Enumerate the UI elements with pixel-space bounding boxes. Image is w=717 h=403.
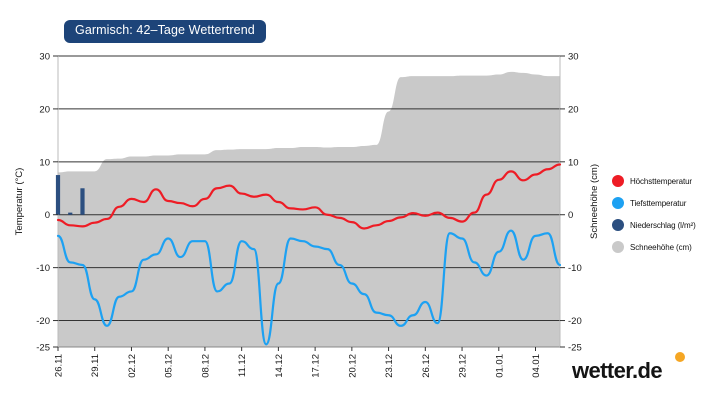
x-axis-tick-label: 26.11 xyxy=(54,354,65,377)
y-axis-tick-label: 30 xyxy=(39,52,50,63)
legend-item-label: Niederschlag (l/m²) xyxy=(630,220,696,230)
legend-item-schneehoehe[interactable]: Schneehöhe (cm) xyxy=(612,236,696,258)
legend-item-niederschlag[interactable]: Niederschlag (l/m²) xyxy=(612,214,696,236)
y2-axis-tick-label: 30 xyxy=(568,52,579,63)
y2-axis-tick-label: -10 xyxy=(568,263,582,274)
logo-accent-dot xyxy=(675,352,685,362)
x-axis-tick-label: 02.12 xyxy=(127,354,138,378)
circle-icon xyxy=(612,175,624,187)
legend-item-label: Tiefsttemperatur xyxy=(630,198,687,208)
x-axis-tick-label: 23.12 xyxy=(384,354,395,378)
x-axis-tick-label: 29.12 xyxy=(458,354,469,378)
y-axis-tick-label: 20 xyxy=(39,104,50,115)
y-axis-title: Temperatur (°C) xyxy=(14,168,25,236)
circle-icon xyxy=(612,241,624,253)
x-axis-tick-label: 08.12 xyxy=(200,354,211,378)
y2-axis-tick-label: 20 xyxy=(568,104,579,115)
x-axis-tick-label: 20.12 xyxy=(347,354,358,378)
circle-icon xyxy=(612,219,624,231)
logo-text: wetter.de xyxy=(572,358,663,383)
y2-axis-tick-label: 10 xyxy=(568,157,579,168)
x-axis-tick-label: 14.12 xyxy=(274,354,285,378)
x-axis-tick-label: 26.12 xyxy=(421,354,432,378)
wetterde-logo[interactable]: wetter.de xyxy=(572,352,685,383)
x-axis-tick-label: 11.12 xyxy=(237,354,248,377)
y-axis-tick-label: -25 xyxy=(36,343,50,354)
x-axis-tick-label: 04.01 xyxy=(531,354,542,378)
legend-item-tiefsttemperatur[interactable]: Tiefsttemperatur xyxy=(612,192,696,214)
x-axis-tick-label: 05.12 xyxy=(164,354,175,378)
y2-axis-tick-label: 0 xyxy=(568,210,573,221)
y-axis-tick-label: -10 xyxy=(36,263,50,274)
y-axis-tick-label: 0 xyxy=(45,210,50,221)
legend-item-hoechsttemperatur[interactable]: Höchsttemperatur xyxy=(612,170,696,192)
y-axis-tick-label: 10 xyxy=(39,157,50,168)
x-axis-tick-label: 29.11 xyxy=(90,354,101,377)
legend-item-label: Höchsttemperatur xyxy=(630,176,692,186)
y2-axis-tick-label: -25 xyxy=(568,343,582,354)
chart-legend: Höchsttemperatur Tiefsttemperatur Nieder… xyxy=(612,170,696,258)
y2-axis-title: Schneehöhe (cm) xyxy=(589,164,600,239)
y2-axis-tick-label: -20 xyxy=(568,316,582,327)
circle-icon xyxy=(612,197,624,209)
y-axis-tick-label: -20 xyxy=(36,316,50,327)
chart-title-badge: Garmisch: 42–Tage Wettertrend xyxy=(64,20,266,43)
x-axis-tick-label: 17.12 xyxy=(311,354,322,378)
legend-item-label: Schneehöhe (cm) xyxy=(630,242,692,252)
x-axis-tick-label: 01.01 xyxy=(494,354,505,378)
